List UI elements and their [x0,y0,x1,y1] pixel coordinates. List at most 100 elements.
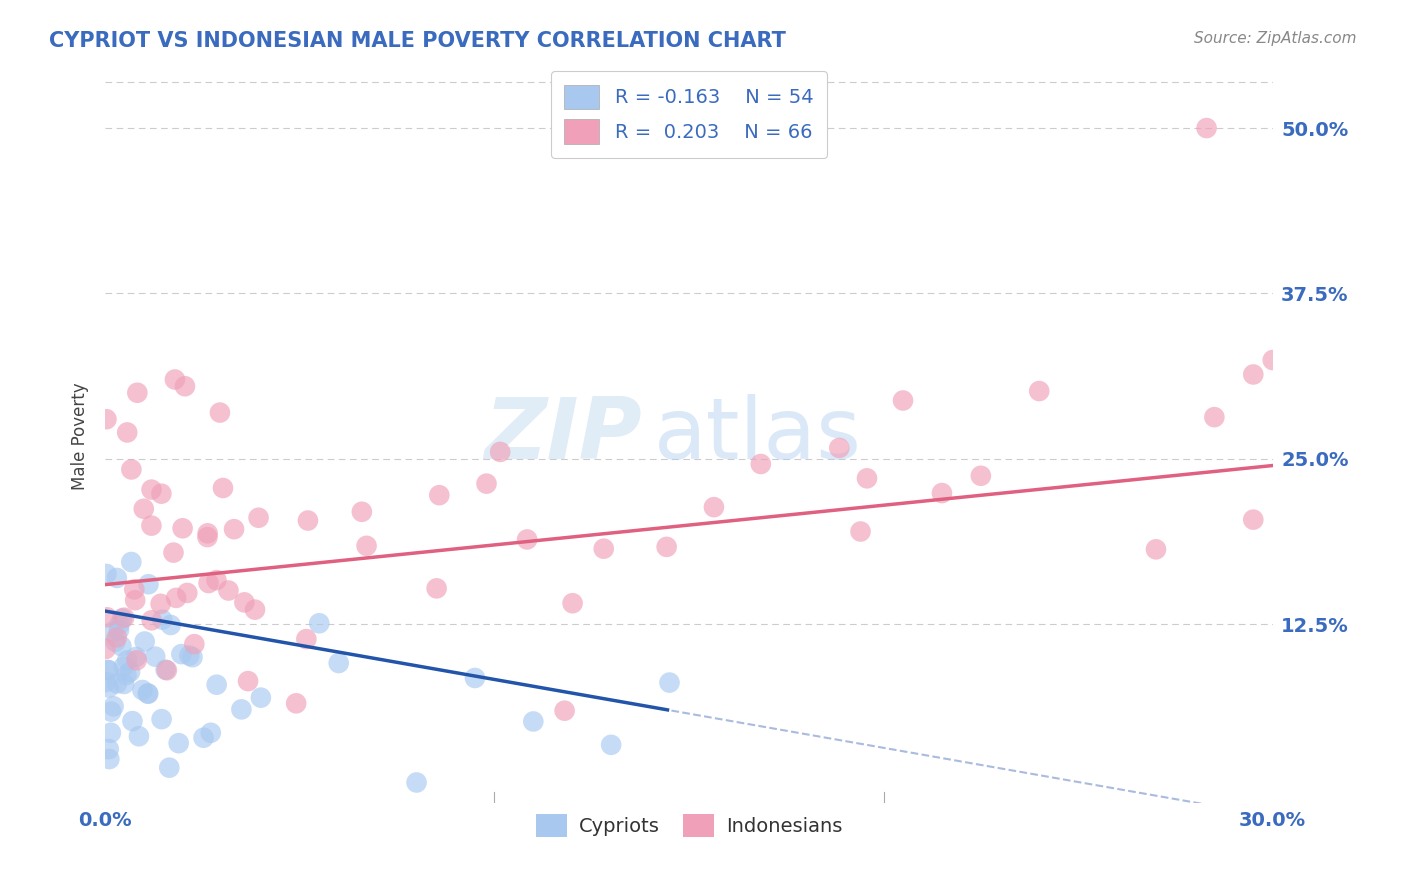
Point [522,714,544,729]
Point [163,372,186,386]
Text: Source: ZipAtlas.com: Source: ZipAtlas.com [1194,31,1357,46]
Point [149,597,172,611]
Point [115,668,138,682]
Point [197,526,219,541]
Point [193,731,215,745]
Point [120,462,142,476]
Point [96,412,118,426]
Point [138,577,160,591]
Text: ZIP: ZIP [485,394,643,477]
Point [97,742,120,756]
Point [405,775,427,789]
Point [98,752,121,766]
Point [205,573,228,587]
Point [150,486,173,500]
Point [96,566,118,581]
Point [120,665,142,679]
Point [658,675,681,690]
Point [108,623,131,637]
Point [1241,368,1264,382]
Point [97,681,120,695]
Point [205,678,228,692]
Point [1195,121,1218,136]
Point [1241,513,1264,527]
Point [655,540,678,554]
Point [181,650,204,665]
Point [231,702,253,716]
Point [308,616,330,631]
Point [100,705,122,719]
Point [134,634,156,648]
Point [112,659,135,673]
Point [197,576,219,591]
Point [165,591,187,605]
Point [121,714,143,728]
Point [162,546,184,560]
Point [97,663,120,677]
Point [554,704,576,718]
Point [243,602,266,616]
Point [115,425,138,440]
Point [749,457,772,471]
Point [141,483,163,497]
Point [427,488,450,502]
Point [127,385,149,400]
Point [157,761,180,775]
Point [561,596,583,610]
Point [155,663,177,677]
Point [94,675,117,690]
Point [115,653,138,667]
Point [156,663,179,677]
Point [112,677,135,691]
Point [212,481,235,495]
Point [120,555,142,569]
Point [350,505,373,519]
Point [125,650,148,665]
Point [101,624,124,639]
Point [426,582,449,596]
Point [100,725,122,739]
Point [600,738,623,752]
Point [208,406,231,420]
Point [179,648,201,663]
Text: atlas: atlas [654,394,862,477]
Point [356,539,378,553]
Point [931,486,953,500]
Point [150,712,173,726]
Point [159,618,181,632]
Point [124,582,146,597]
Point [111,611,134,625]
Point [112,610,135,624]
Text: CYPRIOT VS INDONESIAN MALE POVERTY CORRELATION CHART: CYPRIOT VS INDONESIAN MALE POVERTY CORRE… [49,31,786,51]
Point [200,726,222,740]
Point [328,656,350,670]
Point [125,653,148,667]
Point [172,521,194,535]
Point [132,501,155,516]
Point [1204,410,1226,425]
Y-axis label: Male Poverty: Male Poverty [72,382,89,490]
Point [247,510,270,524]
Point [105,676,128,690]
Point [285,696,308,710]
Point [970,468,993,483]
Point [489,445,512,459]
Point [891,393,914,408]
Point [96,610,118,624]
Legend: Cypriots, Indonesians: Cypriots, Indonesians [529,806,849,845]
Point [295,632,318,646]
Point [105,631,128,645]
Point [1261,353,1284,368]
Point [97,663,120,677]
Point [150,613,173,627]
Point [108,617,131,632]
Point [176,586,198,600]
Point [183,637,205,651]
Point [141,518,163,533]
Point [703,500,725,515]
Point [1144,542,1167,557]
Point [131,683,153,698]
Point [1028,384,1050,398]
Point [475,476,498,491]
Point [128,729,150,743]
